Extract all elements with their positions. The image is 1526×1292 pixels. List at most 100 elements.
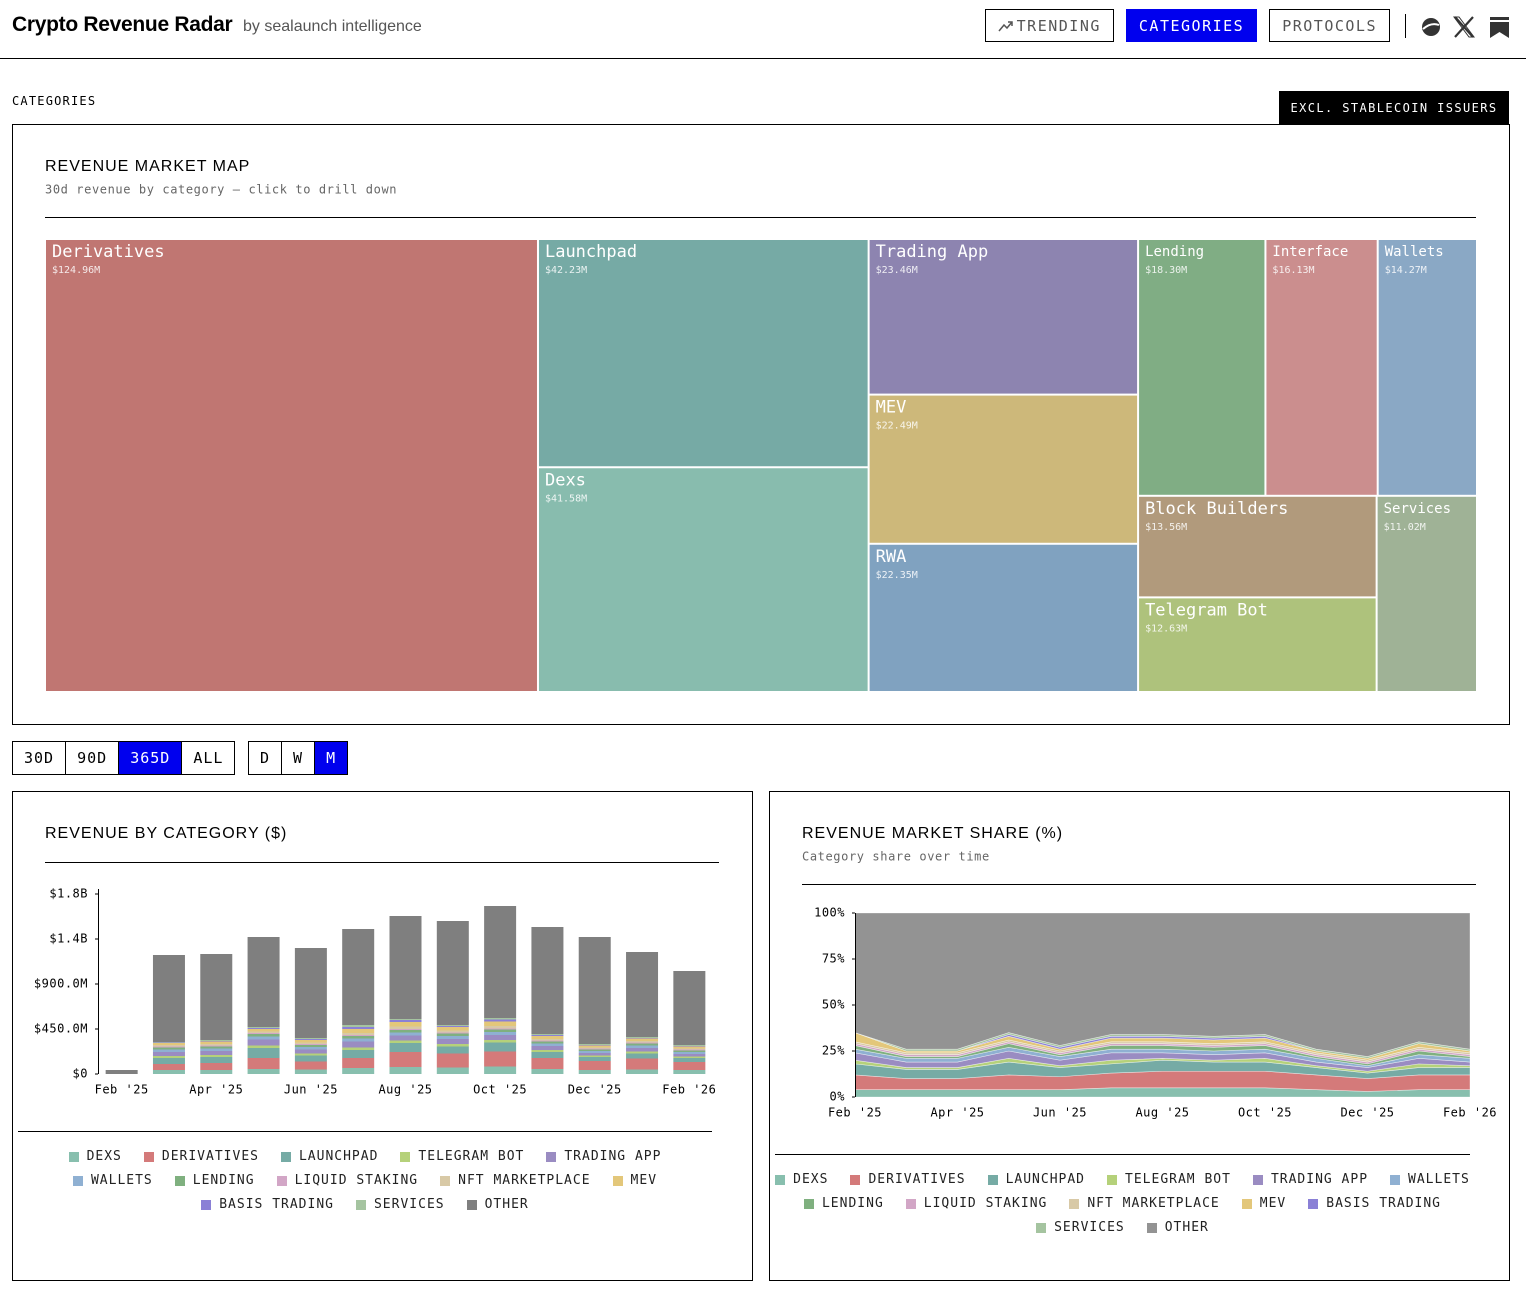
filter-button[interactable]: 365D: [118, 742, 182, 774]
treemap-value: $13.56M: [1145, 522, 1187, 533]
bar-segment: [673, 1058, 706, 1062]
legend-item: DERIVATIVES: [143, 1149, 259, 1164]
legend-swatch: [276, 1175, 287, 1186]
bar-segment: [247, 1069, 280, 1074]
treemap-rect[interactable]: [1378, 240, 1476, 495]
bar-segment: [294, 1045, 327, 1047]
legend-swatch: [201, 1199, 212, 1210]
treemap-rect[interactable]: [538, 240, 868, 467]
treemap-cell[interactable]: Launchpad $42.23M: [538, 240, 868, 467]
bar-segment: [247, 1034, 280, 1037]
treemap-cell[interactable]: Trading App $23.46M: [869, 240, 1138, 394]
legend-label: LENDING: [821, 1196, 884, 1211]
bar-title: REVENUE BY CATEGORY ($): [45, 825, 287, 842]
treemap-rect[interactable]: [538, 468, 868, 691]
treemap-panel: [12, 124, 1510, 725]
bar-segment: [152, 1045, 185, 1047]
legend-label: LENDING: [192, 1173, 255, 1188]
treemap-rect[interactable]: [1377, 496, 1476, 691]
stablecoin-toggle[interactable]: EXCL. STABLECOIN ISSUERS: [1279, 91, 1509, 124]
treemap-label: Trading App: [876, 242, 989, 262]
treemap-cell[interactable]: Interface $16.13M: [1266, 240, 1377, 495]
bookmark-icon[interactable]: [1490, 17, 1509, 38]
treemap-rect[interactable]: [869, 240, 1138, 394]
legend-label: BASIS TRADING: [1326, 1196, 1441, 1211]
filter-button[interactable]: 90D: [65, 742, 118, 774]
bar-segment: [673, 1046, 706, 1049]
legend-swatch: [174, 1175, 185, 1186]
bar-segment: [152, 1064, 185, 1070]
divider: [1405, 14, 1406, 38]
bar-segment: [626, 1038, 659, 1041]
globe-icon[interactable]: [1422, 18, 1440, 36]
y-tick-label: $900.0M: [34, 977, 88, 991]
bar-segment: [673, 1056, 706, 1058]
treemap-rect[interactable]: [1139, 240, 1265, 495]
legend-swatch: [1036, 1222, 1047, 1233]
bar-segment: [531, 1058, 564, 1069]
treemap-cell[interactable]: Lending $18.30M: [1139, 240, 1265, 495]
treemap-rect[interactable]: [869, 544, 1138, 691]
filter-button[interactable]: ALL: [181, 742, 234, 774]
filter-button[interactable]: M: [314, 742, 348, 774]
x-tick-label: Dec '25: [568, 1083, 622, 1097]
legend-item: TELEGRAM BOT: [1107, 1172, 1231, 1187]
bar-segment: [673, 1048, 706, 1050]
area-title: REVENUE MARKET SHARE (%): [802, 825, 1063, 842]
legend-item: DEXS: [68, 1149, 122, 1164]
legend-swatch: [68, 1151, 79, 1162]
treemap-cell[interactable]: Services $11.02M: [1377, 496, 1476, 691]
x-icon[interactable]: [1453, 16, 1475, 38]
bar-segment: [578, 1045, 611, 1048]
bar-segment: [626, 1038, 659, 1039]
nav-button[interactable]: PROTOCOLS: [1269, 9, 1390, 42]
bar-segment: [484, 1028, 517, 1030]
bar-segment: [531, 1040, 564, 1042]
y-tick-label: 75%: [822, 952, 845, 966]
y-tick-label: $0: [73, 1067, 88, 1081]
treemap-cell[interactable]: MEV $22.49M: [869, 395, 1138, 543]
nav-button[interactable]: TRENDING: [984, 9, 1114, 42]
filter-button[interactable]: 30D: [24, 749, 55, 767]
bar-segment: [578, 1049, 611, 1051]
legend-item: MEV: [612, 1173, 657, 1188]
treemap-rect[interactable]: [869, 395, 1138, 543]
bar-segment: [578, 1044, 611, 1045]
treemap-value: $14.27M: [1385, 265, 1427, 276]
treemap-cell[interactable]: Derivatives $124.96M: [46, 240, 537, 691]
legend-swatch: [850, 1174, 861, 1185]
bar-segment: [389, 1052, 422, 1067]
bar-segment: [484, 1019, 517, 1022]
treemap-cell[interactable]: Dexs $41.58M: [538, 468, 868, 691]
bar-segment: [294, 948, 327, 1038]
bar-segment: [342, 1027, 375, 1029]
bar-segment: [531, 1050, 564, 1052]
legend-item: LIQUID STAKING: [276, 1173, 419, 1188]
treemap-cell[interactable]: Block Builders $13.56M: [1139, 496, 1376, 597]
treemap-cell[interactable]: Wallets $14.27M: [1378, 240, 1476, 495]
treemap-cell[interactable]: Telegram Bot $12.63M: [1139, 598, 1376, 691]
filter-button[interactable]: W: [281, 742, 314, 774]
treemap-cell[interactable]: RWA $22.35M: [869, 544, 1138, 691]
filter-button[interactable]: D: [260, 749, 271, 767]
legend-swatch: [803, 1198, 814, 1209]
bar-segment: [152, 1049, 185, 1052]
treemap-rect[interactable]: [1139, 496, 1376, 597]
x-tick-label: Aug '25: [1135, 1106, 1189, 1120]
bar-segment: [578, 1051, 611, 1053]
nav-button[interactable]: CATEGORIES: [1125, 9, 1258, 42]
legend-swatch: [440, 1175, 451, 1186]
treemap-rect[interactable]: [1266, 240, 1377, 495]
bar-segment: [294, 1042, 327, 1044]
legend-item: OTHER: [1146, 1220, 1209, 1235]
bar-segment: [484, 906, 517, 1018]
bar-segment: [247, 1028, 280, 1029]
bar-segment: [389, 1022, 422, 1027]
treemap-label: Telegram Bot: [1145, 600, 1268, 620]
treemap-rect[interactable]: [46, 240, 537, 691]
bar-segment: [389, 1019, 422, 1020]
treemap-rect[interactable]: [1139, 598, 1376, 691]
legend-swatch: [905, 1198, 916, 1209]
bar-segment: [673, 1049, 706, 1051]
